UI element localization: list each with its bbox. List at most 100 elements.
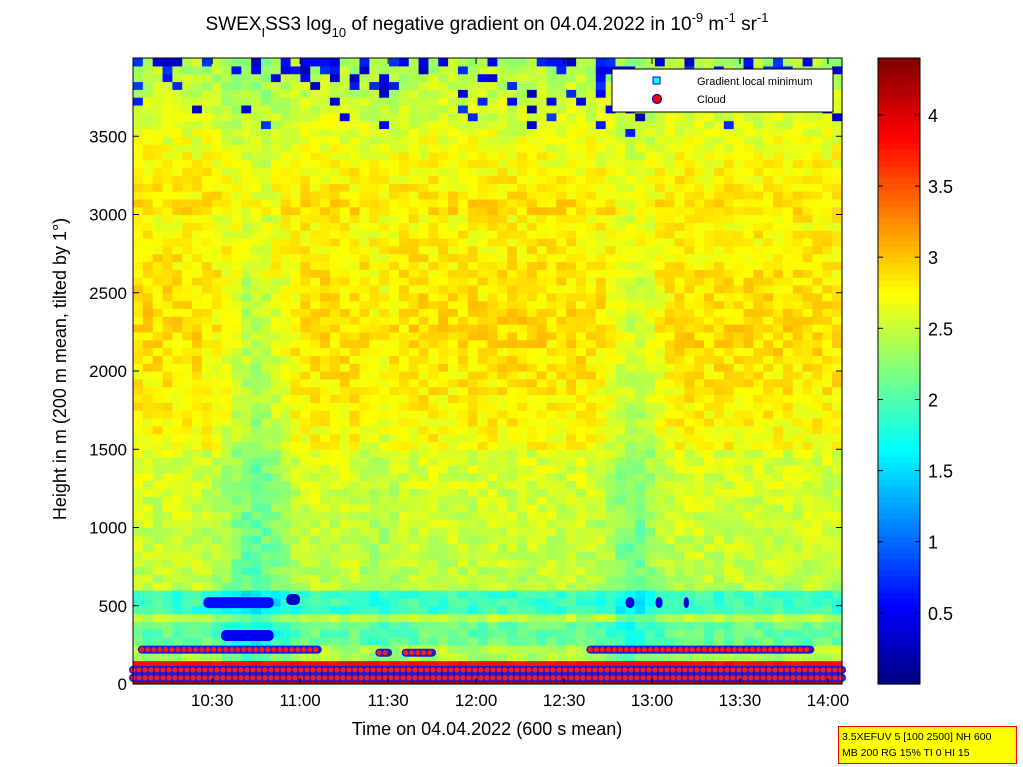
heatmap-cell	[231, 292, 242, 302]
heatmap-cell	[251, 183, 262, 192]
heatmap-cell	[694, 112, 705, 122]
heatmap-cell	[231, 324, 242, 333]
heatmap-cell	[635, 277, 646, 286]
heatmap-cell	[162, 308, 173, 317]
heatmap-cell	[398, 543, 410, 552]
heatmap-cell	[448, 574, 459, 583]
heatmap-cell	[389, 175, 400, 184]
heatmap-cell	[704, 652, 715, 662]
heatmap-cell	[684, 472, 695, 482]
heatmap-cell	[723, 214, 735, 223]
heatmap-cell	[339, 104, 351, 114]
heatmap-cell	[477, 97, 489, 106]
heatmap-cell	[221, 590, 233, 599]
heatmap-cell	[704, 206, 715, 216]
heatmap-cell	[576, 488, 587, 497]
heatmap-cell	[359, 230, 370, 239]
heatmap-cell	[556, 457, 567, 466]
heatmap-cell	[654, 331, 666, 341]
heatmap-cell	[133, 89, 144, 98]
heatmap-cell	[339, 191, 351, 200]
heatmap-cell	[408, 81, 420, 90]
heatmap-cell	[546, 237, 558, 247]
heatmap-cell	[477, 81, 489, 90]
heatmap-cell	[142, 104, 154, 114]
heatmap-cell	[438, 504, 449, 513]
heatmap-cell	[339, 347, 351, 356]
heatmap-cell	[339, 472, 351, 482]
heatmap-cell	[625, 331, 636, 341]
heatmap-cell	[241, 410, 252, 419]
heatmap-cell	[398, 605, 410, 615]
heatmap-cell	[497, 457, 508, 466]
heatmap-cell	[448, 519, 459, 529]
heatmap-cell	[152, 496, 164, 505]
heatmap-cell	[625, 112, 636, 122]
heatmap-cell	[467, 128, 479, 137]
heatmap-cell	[359, 433, 370, 443]
heatmap-cell	[674, 300, 686, 309]
heatmap-cell	[300, 128, 311, 137]
heatmap-cell	[241, 89, 252, 98]
heatmap-cell	[546, 128, 558, 137]
heatmap-cell	[733, 253, 745, 263]
heatmap-cell	[192, 504, 203, 513]
heatmap-cell	[645, 464, 656, 474]
heatmap-cell	[300, 543, 311, 552]
heatmap-cell	[723, 198, 735, 208]
heatmap-cell	[615, 652, 626, 662]
heatmap-cell	[477, 214, 489, 223]
heatmap-cell	[448, 128, 459, 137]
heatmap-cell	[389, 89, 400, 98]
heatmap-cell	[359, 597, 370, 607]
heatmap-cell	[566, 472, 577, 482]
heatmap-cell	[152, 183, 164, 192]
heatmap-cell	[723, 253, 735, 263]
heatmap-cell	[261, 222, 272, 231]
heatmap-cell	[133, 355, 144, 364]
heatmap-cell	[408, 120, 420, 130]
heatmap-cell	[339, 151, 351, 161]
heatmap-cell	[329, 324, 341, 333]
heatmap-cell	[645, 417, 656, 427]
heatmap-cell	[261, 331, 272, 341]
heatmap-cell	[438, 292, 449, 302]
heatmap-cell	[507, 120, 518, 130]
heatmap-cell	[221, 284, 233, 294]
heatmap-cell	[142, 167, 154, 176]
heatmap-cell	[635, 167, 646, 176]
heatmap-cell	[438, 378, 449, 388]
heatmap-cell	[467, 65, 479, 75]
heatmap-cell	[625, 480, 636, 489]
heatmap-cell	[329, 128, 341, 137]
heatmap-cell	[379, 308, 390, 317]
heatmap-cell	[182, 378, 193, 388]
heatmap-cell	[162, 300, 173, 309]
heatmap-cell	[300, 284, 311, 294]
heatmap-cell	[645, 613, 656, 623]
heatmap-cell	[369, 81, 380, 90]
heatmap-cell	[517, 222, 528, 231]
heatmap-cell	[713, 230, 725, 239]
heatmap-cell	[182, 230, 193, 239]
heatmap-cell	[566, 277, 577, 286]
heatmap-cell	[497, 198, 508, 208]
heatmap-cell	[241, 230, 252, 239]
heatmap-cell	[625, 284, 636, 294]
heatmap-cell	[684, 441, 695, 450]
heatmap-cell	[517, 112, 528, 122]
heatmap-cell	[182, 151, 193, 161]
heatmap-cell	[615, 457, 626, 466]
heatmap-cell	[576, 410, 587, 419]
heatmap-cell	[359, 550, 370, 560]
heatmap-cell	[477, 144, 489, 153]
heatmap-cell	[507, 496, 518, 505]
heatmap-cell	[261, 97, 272, 106]
heatmap-cell	[398, 449, 410, 458]
heatmap-cell	[576, 97, 587, 106]
heatmap-cell	[280, 237, 292, 247]
heatmap-cell	[221, 566, 233, 576]
heatmap-cell	[201, 198, 213, 208]
heatmap-cell	[723, 292, 735, 302]
heatmap-cell	[211, 284, 223, 294]
